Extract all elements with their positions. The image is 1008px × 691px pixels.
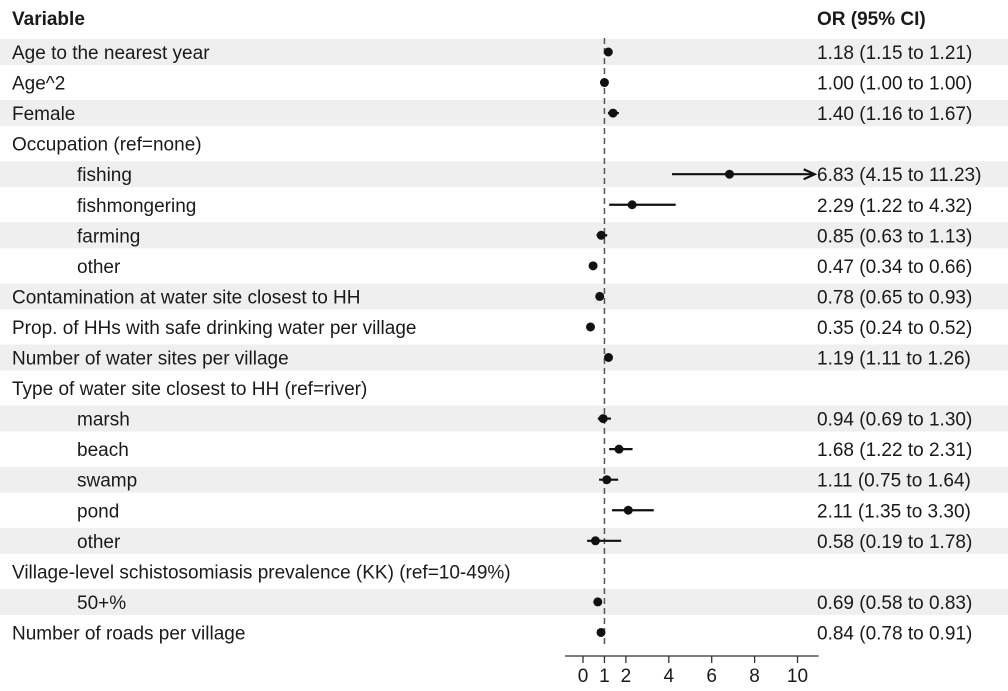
or-ci-header: OR (95% CI) <box>817 9 926 30</box>
or-ci-value: 1.19 (1.11 to 1.26) <box>817 349 971 370</box>
row-label: Prop. of HHs with safe drinking water pe… <box>12 318 416 339</box>
x-tick-label: 4 <box>664 666 675 687</box>
or-point <box>595 291 605 301</box>
variable-header: Variable <box>12 9 85 30</box>
or-point <box>623 505 633 515</box>
row-stripe <box>0 466 1008 493</box>
or-ci-value: 1.68 (1.22 to 2.31) <box>817 440 972 461</box>
ci-arrow <box>803 168 818 181</box>
row-stripe <box>0 588 1008 615</box>
row-label: pond <box>77 501 119 522</box>
row-label: other <box>77 532 121 553</box>
x-tick-label: 2 <box>621 666 632 687</box>
row-label: Number of roads per village <box>12 623 245 644</box>
row-label: other <box>77 257 121 278</box>
or-point <box>593 597 603 607</box>
row-label: fishmongering <box>77 196 196 217</box>
or-ci-value: 2.11 (1.35 to 3.30) <box>817 501 971 522</box>
or-point <box>596 230 606 240</box>
or-ci-value: 1.18 (1.15 to 1.21) <box>817 43 972 64</box>
row-stripes <box>0 39 1008 615</box>
row-label: fishing <box>77 165 132 186</box>
row-stripe <box>0 100 1008 127</box>
or-ci-values: 1.18 (1.15 to 1.21) 1.00 (1.00 to 1.00) 1.… <box>817 43 981 644</box>
ci-marks <box>586 47 818 637</box>
row-labels: Age to the nearest year Age^2 Female Occupa… <box>12 43 511 644</box>
row-label: Village-level schistosomiasis prevalence… <box>12 562 511 583</box>
or-point <box>588 261 598 271</box>
x-tick-label: 6 <box>706 666 717 687</box>
or-point <box>602 475 612 485</box>
or-ci-value: 1.40 (1.16 to 1.67) <box>817 104 972 125</box>
or-ci-value: 0.35 (0.24 to 0.52) <box>817 318 972 339</box>
row-label: Age to the nearest year <box>12 43 210 64</box>
x-tick-label: 1 <box>599 666 610 687</box>
or-point <box>608 108 618 118</box>
or-ci-value: 0.85 (0.63 to 1.13) <box>817 226 972 247</box>
or-ci-value: 0.78 (0.65 to 0.93) <box>817 287 972 308</box>
x-axis: 0 1 2 4 6 8 10 <box>565 655 819 687</box>
or-ci-value: 6.83 (4.15 to 11.23) <box>817 165 981 186</box>
row-label: swamp <box>77 471 137 492</box>
row-label: Age^2 <box>12 74 65 95</box>
or-ci-value: 2.29 (1.22 to 4.32) <box>817 196 972 217</box>
or-point <box>614 444 624 454</box>
row-label: Occupation (ref=none) <box>12 135 202 156</box>
row-stripe <box>0 39 1008 65</box>
row-label: beach <box>77 440 129 461</box>
or-point <box>596 627 606 637</box>
row-label: Number of water sites per village <box>12 349 289 370</box>
or-point <box>627 200 637 210</box>
x-tick-label: 8 <box>749 666 760 687</box>
or-point <box>598 414 608 424</box>
or-ci-value: 1.11 (0.75 to 1.64) <box>817 471 971 492</box>
row-label: 50+% <box>77 593 126 614</box>
row-label: Female <box>12 104 75 125</box>
x-tick-label: 10 <box>787 666 808 687</box>
or-point <box>604 353 614 362</box>
row-label: marsh <box>77 410 130 431</box>
row-stripe <box>0 222 1008 249</box>
or-ci-value: 0.58 (0.19 to 1.78) <box>817 532 972 553</box>
row-stripe <box>0 283 1008 310</box>
x-tick-label: 0 <box>578 666 589 687</box>
or-ci-value: 0.94 (0.69 to 1.30) <box>817 410 972 431</box>
row-stripe <box>0 161 1008 188</box>
or-ci-value: 0.84 (0.78 to 0.91) <box>817 623 972 644</box>
or-point <box>599 78 609 88</box>
row-label: Type of water site closest to HH (ref=ri… <box>12 379 367 400</box>
row-label: farming <box>77 226 140 247</box>
row-label: Contamination at water site closest to H… <box>12 287 361 308</box>
row-stripe <box>0 344 1008 371</box>
or-point <box>725 169 735 179</box>
or-ci-value: 1.00 (1.00 to 1.00) <box>817 74 972 95</box>
or-ci-value: 0.47 (0.34 to 0.66) <box>817 257 972 278</box>
or-point <box>590 536 600 546</box>
or-point <box>586 322 596 332</box>
row-stripe <box>0 405 1008 432</box>
or-point <box>603 47 613 57</box>
row-stripe <box>0 527 1008 554</box>
or-ci-value: 0.69 (0.58 to 0.83) <box>817 593 972 614</box>
